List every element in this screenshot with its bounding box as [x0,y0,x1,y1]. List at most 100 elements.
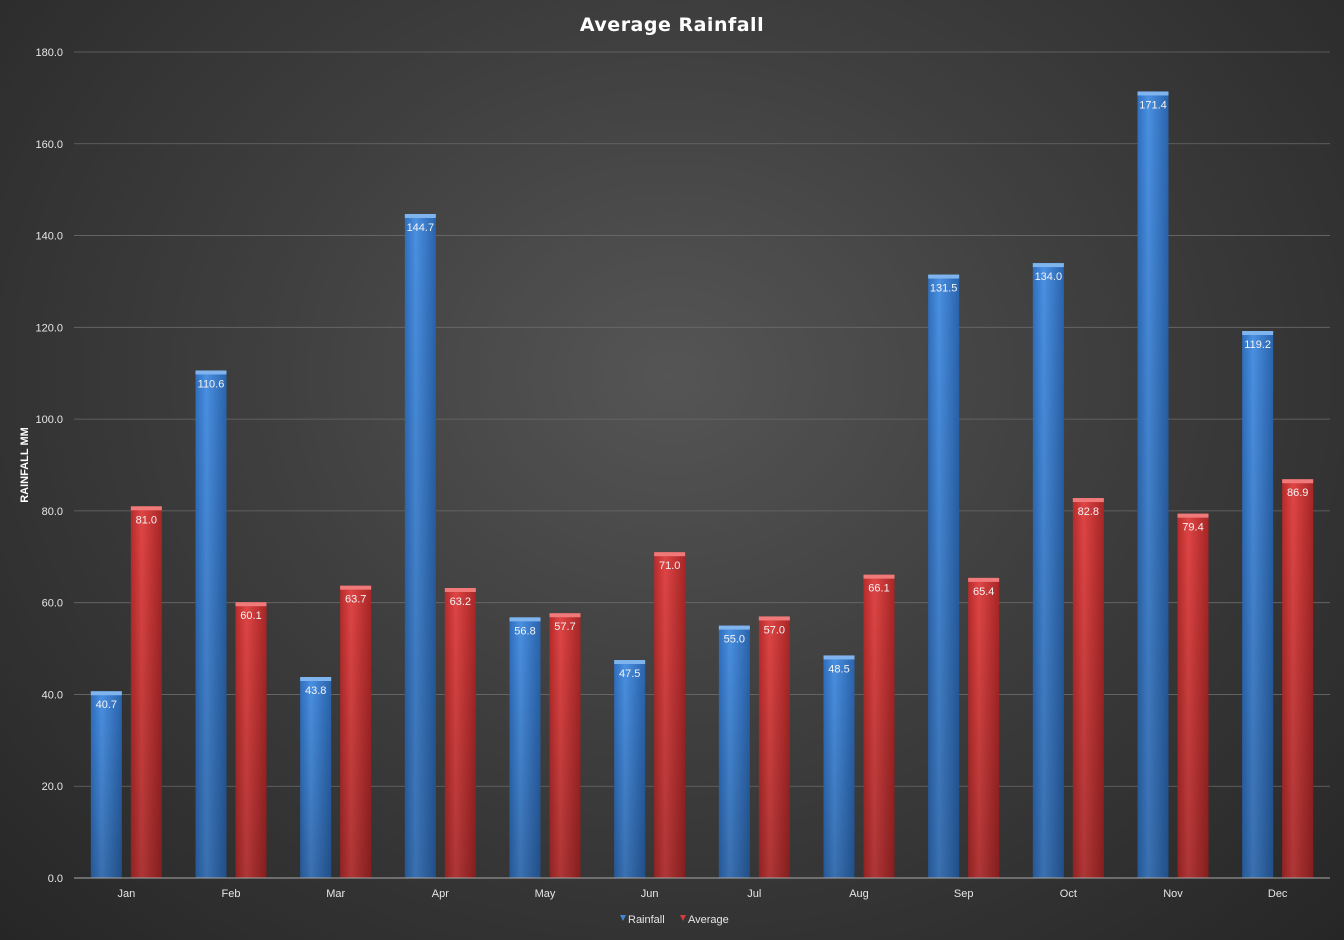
y-tick-label: 20.0 [42,781,63,793]
bar-cap [549,613,581,618]
bar-cap [1072,498,1104,503]
x-tick-label: Nov [1163,888,1183,900]
data-label: 65.4 [973,586,994,598]
bar-average-aug: 66.1 [863,574,895,878]
bar-average-jun: 71.0 [654,552,686,878]
data-label: 79.4 [1182,522,1203,534]
bar-cap [509,617,541,622]
bar-cap [1137,91,1169,96]
bar-rainfall-feb: 110.6 [195,370,227,878]
bar-shade [340,585,372,878]
bar-shade [823,655,855,878]
data-label: 47.5 [619,668,640,680]
bar-shade [928,274,960,878]
bar-average-mar: 63.7 [340,585,372,878]
bar-cap [444,587,476,592]
data-label: 134.0 [1035,271,1063,283]
bar-average-jan: 81.0 [130,506,162,878]
data-label: 131.5 [930,283,958,295]
bar-shade [444,587,476,878]
bar-shade [1177,513,1209,878]
bar-cap [718,625,750,630]
y-tick-label: 160.0 [35,139,63,151]
bar-average-jul: 57.0 [758,616,790,878]
bar-average-apr: 63.2 [444,587,476,878]
legend-marker [680,915,686,921]
bar-cap [614,660,646,665]
y-tick-label: 80.0 [42,506,63,518]
bar-average-sep: 65.4 [968,577,1000,878]
bar-cap [235,602,267,607]
data-label: 57.7 [554,621,575,633]
bar-shade [1072,498,1104,878]
data-label: 144.7 [407,222,435,234]
x-tick-label: Jan [117,888,135,900]
bar-rainfall-jun: 47.5 [614,660,646,878]
legend-entry: Rainfall [628,914,665,926]
bar-shade [1137,91,1169,878]
data-label: 56.8 [514,625,535,637]
x-axis-ticks: Jan Feb Mar Apr May Jun Jul Aug Sep Oct Nov Dec [117,888,1287,900]
data-label: 48.5 [828,663,849,675]
bar-rainfall-aug: 48.5 [823,655,855,878]
bar-rainfall-jul: 55.0 [718,625,750,878]
bar-shade [235,602,267,878]
bar-rainfall-sep: 131.5 [928,274,960,878]
y-tick-label: 60.0 [42,598,63,610]
x-tick-label: Dec [1268,888,1288,900]
bar-shade [718,625,750,878]
data-label: 119.2 [1244,339,1271,351]
x-tick-label: May [535,888,556,900]
y-tick-label: 180.0 [35,47,63,59]
bar-rainfall-mar: 43.8 [300,677,332,878]
bar-rainfall-oct: 134.0 [1032,263,1064,879]
bar-cap [823,655,855,660]
bar-shade [614,660,646,878]
y-tick-label: 0.0 [48,873,63,885]
bar-cap [90,691,122,696]
x-tick-label: Oct [1060,888,1077,900]
bar-rainfall-nov: 171.4 [1137,91,1169,878]
bar-shade [1282,479,1314,878]
x-tick-label: Jun [641,888,659,900]
data-label: 82.8 [1078,506,1099,518]
bar-shade [1242,331,1274,878]
bar-cap [404,213,436,218]
y-axis-ticks: 0.0 20.0 40.0 60.0 80.0 100.0 120.0 140.0 160.0 1… [35,47,63,885]
x-tick-label: Apr [432,888,449,900]
x-tick-label: Sep [954,888,974,900]
y-axis-label: RAINFALL MM [19,427,31,503]
data-label: 40.7 [96,699,117,711]
bar-cap [1242,331,1274,336]
bar-shade [968,577,1000,878]
bar-rainfall-apr: 144.7 [404,213,436,878]
bar-shade [654,552,686,878]
bar-cap [863,574,895,579]
bar-average-nov: 79.4 [1177,513,1209,878]
bar-cap [130,506,162,511]
bar-shade [130,506,162,878]
bar-shade [404,213,436,878]
bar-cap [1282,479,1314,484]
bar-cap [195,370,227,375]
bar-shade [300,677,332,878]
bar-cap [968,577,1000,582]
legend-entry: Average [688,914,729,926]
data-label: 63.7 [345,594,366,606]
bar-average-feb: 60.1 [235,602,267,878]
x-tick-label: Mar [326,888,345,900]
data-label: 43.8 [305,685,326,697]
legend-marker [620,915,626,921]
data-label: 71.0 [659,560,680,572]
bars: 40.7 81.0 110.6 60.1 43.8 63.7 144.7 63.2 56.8 57… [90,91,1314,879]
bar-cap [928,274,960,279]
bar-cap [300,677,332,682]
data-label: 55.0 [724,634,745,646]
bar-shade [1032,263,1064,879]
bar-cap [1032,263,1064,268]
bar-cap [654,552,686,557]
bar-rainfall-dec: 119.2 [1242,331,1274,878]
bar-shade [549,613,581,878]
data-label: 81.0 [136,514,157,526]
